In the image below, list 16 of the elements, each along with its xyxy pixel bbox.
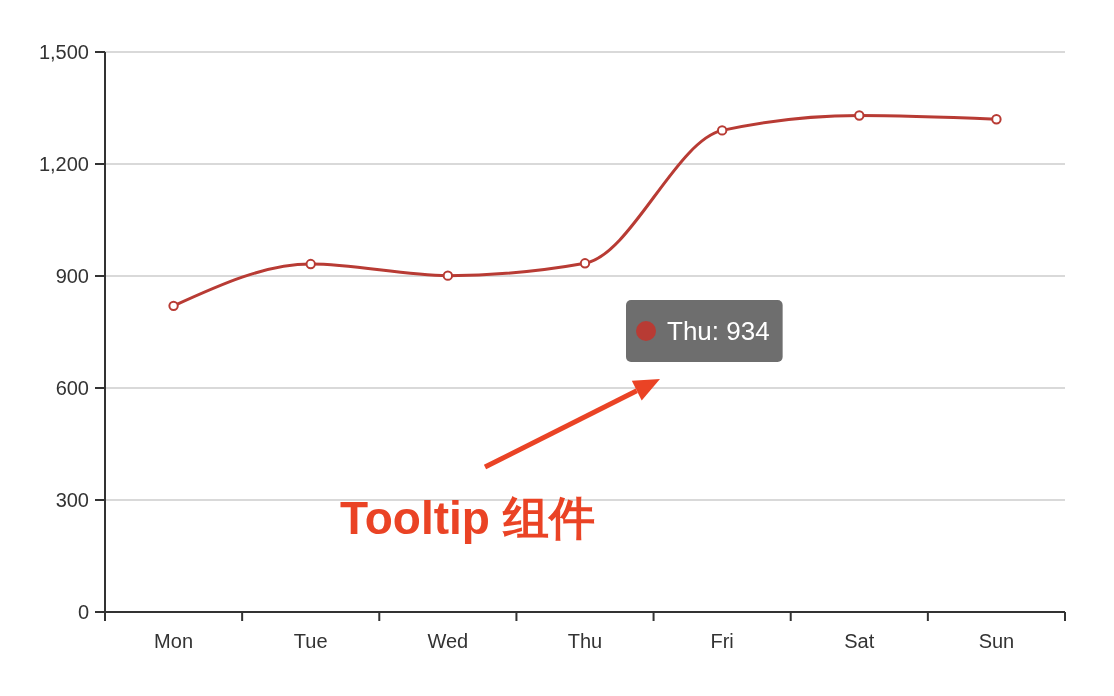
x-tick-label: Mon [154, 630, 194, 652]
y-tick-label: 900 [55, 265, 89, 287]
x-tick-label: Sun [978, 630, 1015, 652]
x-tick-label: Tue [293, 630, 328, 652]
x-tick-label: Sat [844, 630, 875, 652]
y-tick-label: 300 [55, 489, 89, 511]
tooltip-card: Thu: 934 [626, 300, 783, 362]
x-tick-label: Wed [427, 630, 469, 652]
y-tick-label: 1,200 [38, 153, 89, 175]
y-tick-label: 1,500 [38, 41, 89, 63]
y-tick-label: 600 [55, 377, 89, 399]
x-tick-label: Fri [710, 630, 734, 652]
x-tick-label: Thu [567, 630, 603, 652]
annotation: Tooltip 组件 [340, 492, 595, 544]
y-tick-label: 0 [77, 601, 89, 623]
annotation: Thu: 934 [667, 316, 770, 346]
